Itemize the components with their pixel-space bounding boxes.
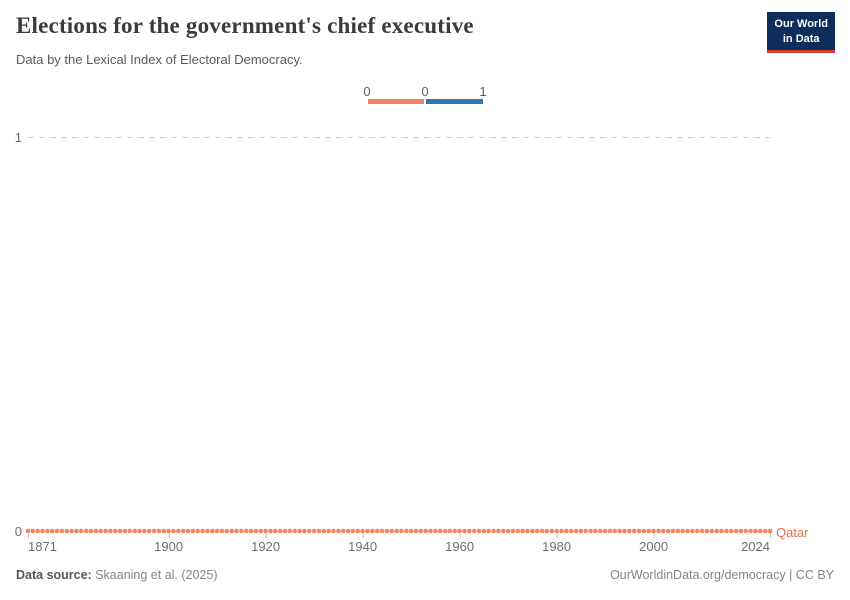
- x-axis-tick-label: 1871: [28, 539, 57, 554]
- x-axis-tick-label: 1900: [154, 539, 184, 554]
- legend-tick-label: 0: [421, 84, 429, 99]
- data-source-value: Skaaning et al. (2025): [91, 568, 218, 582]
- legend-segment-0[interactable]: [368, 99, 424, 104]
- y-axis-tick-label: 0: [14, 524, 22, 539]
- legend-segment-1[interactable]: [426, 99, 483, 104]
- x-axis-tick-label: 2000: [639, 539, 669, 554]
- x-axis-tick-label: 1980: [542, 539, 572, 554]
- owid-logo-line2: in Data: [782, 32, 820, 45]
- data-source[interactable]: Data source: Skaaning et al. (2025): [16, 568, 218, 582]
- x-axis-tick-label: 2024: [741, 539, 770, 554]
- x-axis-tick-label: 1960: [445, 539, 475, 554]
- owid-logo[interactable]: Our World in Data: [767, 12, 835, 54]
- data-source-label: Data source:: [16, 568, 92, 582]
- chart-title: Elections for the government's chief exe…: [16, 13, 474, 38]
- chart-subtitle: Data by the Lexical Index of Electoral D…: [16, 52, 303, 67]
- credit-link[interactable]: OurWorldinData.org/democracy | CC BY: [610, 568, 834, 582]
- owid-logo-line1: Our World: [774, 18, 828, 30]
- y-axis-tick-label: 1: [14, 130, 22, 145]
- legend-tick-label: 1: [479, 84, 487, 99]
- series-label-qatar[interactable]: Qatar: [776, 525, 809, 540]
- x-axis-tick-label: 1940: [348, 539, 378, 554]
- x-axis-tick-label: 1920: [251, 539, 281, 554]
- legend-tick-label: 0: [363, 84, 371, 99]
